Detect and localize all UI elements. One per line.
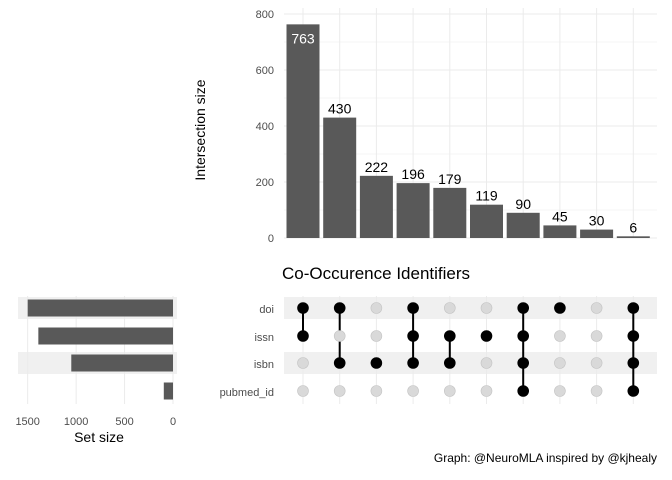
matrix-dot-filled [443, 330, 456, 342]
y-tick-label: 800 [256, 9, 274, 21]
matrix-dot-empty [370, 302, 383, 314]
intersection-bar-label: 90 [515, 196, 531, 212]
intersection-bar-label: 179 [438, 171, 462, 187]
intersection-bar-label: 6 [629, 219, 637, 235]
matrix-dot-empty [407, 385, 419, 397]
matrix-dot-empty [443, 302, 456, 314]
matrix-dot-filled [480, 330, 493, 342]
matrix-dot-filled [627, 357, 640, 369]
set-name-labels: doi issn isbn pubmed_id [220, 304, 274, 399]
y-tick-label: 600 [256, 65, 274, 77]
set-size-bar [27, 299, 173, 317]
matrix-dot-empty [554, 357, 566, 369]
matrix-dot-filled [627, 385, 640, 397]
matrix-dot-filled [627, 302, 640, 314]
matrix-dot-filled [370, 357, 383, 369]
set-size-bars [27, 299, 173, 400]
intersection-bar-label: 763 [291, 30, 315, 46]
matrix-dot-empty [370, 385, 383, 397]
intersection-bar [470, 204, 503, 238]
matrix-dot-empty [333, 385, 346, 397]
matrix-dot-filled [517, 302, 530, 314]
intersection-bar-labels: 763 430 222 196 179 119 90 45 30 6 [291, 30, 637, 235]
set-size-tick-label: 1500 [15, 416, 39, 428]
intersection-bar [543, 225, 577, 238]
set-size-bar [38, 327, 173, 345]
matrix-dot-empty [297, 385, 309, 397]
matrix-dot-empty [480, 302, 493, 314]
intersection-bar [323, 117, 357, 238]
set-size-bar [71, 354, 173, 372]
matrix-dot-filled [443, 357, 456, 369]
matrix-dot-filled [333, 357, 346, 369]
matrix-dot-empty [370, 330, 383, 342]
intersection-bar [286, 24, 320, 238]
set-label-isbn: isbn [254, 359, 274, 371]
matrix-dot-empty [554, 385, 566, 397]
intersection-bar [359, 175, 393, 238]
set-label-pubmed-id: pubmed_id [220, 387, 274, 399]
set-label-issn: issn [254, 332, 274, 344]
matrix-dot-empty [590, 302, 603, 314]
intersection-bars [286, 24, 650, 238]
matrix-dot-empty [443, 385, 456, 397]
y-axis-title: Intersection size [192, 79, 208, 180]
matrix-dot-filled [297, 330, 309, 342]
matrix-connector-lines [302, 308, 635, 391]
matrix-dot-filled [297, 302, 309, 314]
intersection-bar [396, 183, 430, 238]
matrix-dot-empty [590, 357, 603, 369]
matrix-dot-filled [627, 330, 640, 342]
set-size-bar [163, 382, 173, 400]
intersection-bar-label: 196 [401, 166, 425, 182]
intersection-bar-label: 45 [552, 208, 568, 224]
intersection-bar-label: 222 [365, 159, 389, 175]
intersection-y-axis: 0 200 400 600 800 [256, 9, 274, 245]
matrix-dot-filled [407, 357, 419, 369]
matrix-dot-filled [554, 302, 566, 314]
matrix-dot-filled [517, 357, 530, 369]
set-size-x-axis: 1500 1000 500 0 [15, 416, 176, 428]
matrix-dot-empty [590, 385, 603, 397]
matrix-dot-empty [333, 330, 346, 342]
matrix-dots [297, 302, 640, 397]
set-size-tick-label: 500 [115, 416, 133, 428]
set-size-tick-label: 1000 [64, 416, 88, 428]
intersection-bar-label: 30 [589, 213, 605, 229]
chart-caption: Graph: @NeuroMLA inspired by @kjhealy [434, 451, 657, 465]
matrix-dot-empty [297, 357, 309, 369]
matrix-dot-filled [517, 385, 530, 397]
matrix-dot-filled [407, 330, 419, 342]
intersection-bar [580, 229, 614, 238]
intersection-bar-label: 119 [475, 188, 498, 204]
matrix-dot-filled [517, 330, 530, 342]
matrix-dot-empty [554, 330, 566, 342]
y-tick-label: 0 [268, 233, 274, 245]
y-tick-label: 200 [256, 177, 274, 189]
matrix-dot-filled [333, 302, 346, 314]
chart-title: Co-Occurence Identifiers [282, 264, 470, 283]
set-size-tick-label: 0 [170, 416, 176, 428]
matrix-dot-filled [407, 302, 419, 314]
intersection-bar [616, 236, 650, 238]
intersection-bar-label: 430 [328, 101, 352, 117]
matrix-dot-empty [480, 385, 493, 397]
set-size-x-axis-title: Set size [74, 429, 124, 445]
set-label-doi: doi [259, 304, 274, 316]
y-tick-label: 400 [256, 121, 274, 133]
matrix-dot-empty [480, 357, 493, 369]
intersection-bar [433, 187, 467, 238]
matrix-dot-empty [590, 330, 603, 342]
intersection-bar [506, 212, 540, 238]
